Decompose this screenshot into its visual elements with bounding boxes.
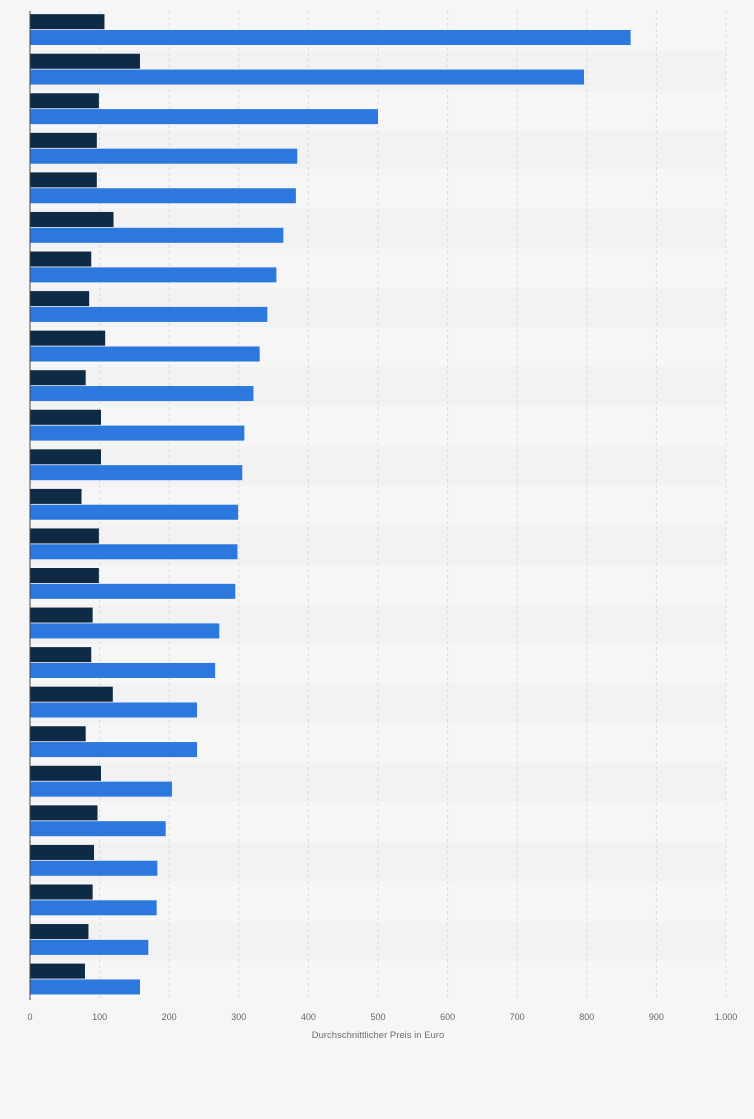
x-tick-label: 900 (649, 1012, 664, 1022)
bar (30, 370, 86, 386)
bar (30, 69, 585, 85)
bar (30, 188, 296, 204)
bar (30, 924, 89, 940)
bar (30, 884, 93, 900)
x-tick-label: 500 (370, 1012, 385, 1022)
bars (30, 14, 631, 995)
bar (30, 623, 220, 639)
bar (30, 425, 245, 441)
bar (30, 662, 216, 678)
x-tick-label: 200 (162, 1012, 177, 1022)
x-tick-label: 600 (440, 1012, 455, 1022)
bar (30, 860, 158, 876)
bar (30, 227, 284, 243)
bar (30, 607, 93, 623)
bar (30, 979, 140, 995)
bar (30, 53, 140, 69)
bar (30, 742, 198, 758)
bar (30, 805, 98, 821)
bar (30, 148, 298, 164)
x-tick-label: 100 (92, 1012, 107, 1022)
bar (30, 306, 268, 322)
x-tick-label: 800 (579, 1012, 594, 1022)
bar (30, 488, 82, 504)
bar (30, 726, 86, 742)
x-tick-label: 700 (510, 1012, 525, 1022)
bar (30, 409, 101, 425)
bar (30, 781, 172, 797)
bar (30, 93, 99, 109)
bar (30, 14, 105, 30)
bar (30, 963, 85, 979)
bar (30, 765, 101, 781)
bar (30, 844, 95, 860)
bar (30, 172, 97, 188)
bar (30, 544, 238, 560)
bar (30, 267, 277, 283)
bar (30, 939, 149, 955)
x-tick-label: 1.000 (715, 1012, 738, 1022)
bar (30, 568, 99, 584)
bar (30, 386, 254, 402)
bar (30, 109, 378, 125)
bar (30, 330, 106, 346)
bar (30, 900, 157, 916)
bar (30, 465, 243, 481)
bar (30, 291, 90, 307)
gridlines (99, 11, 727, 1000)
bar (30, 504, 239, 520)
bar (30, 29, 631, 46)
x-tick-label: 300 (231, 1012, 246, 1022)
bar (30, 583, 236, 599)
bar (30, 821, 166, 837)
x-tick-labels: 0 100 200 300 400 500 600 700 800 900 1.000 (27, 1012, 737, 1022)
x-axis-title: Durchschnittlicher Preis in Euro (312, 1030, 445, 1041)
bar (30, 211, 114, 227)
x-tick-label: 400 (301, 1012, 316, 1022)
bar (30, 346, 260, 362)
bar (30, 132, 97, 148)
bar (30, 702, 198, 718)
bar (30, 449, 101, 465)
x-tick-label: 0 (27, 1012, 32, 1022)
bar (30, 251, 92, 267)
bar (30, 647, 92, 663)
bar (30, 686, 113, 702)
bar (30, 528, 99, 544)
